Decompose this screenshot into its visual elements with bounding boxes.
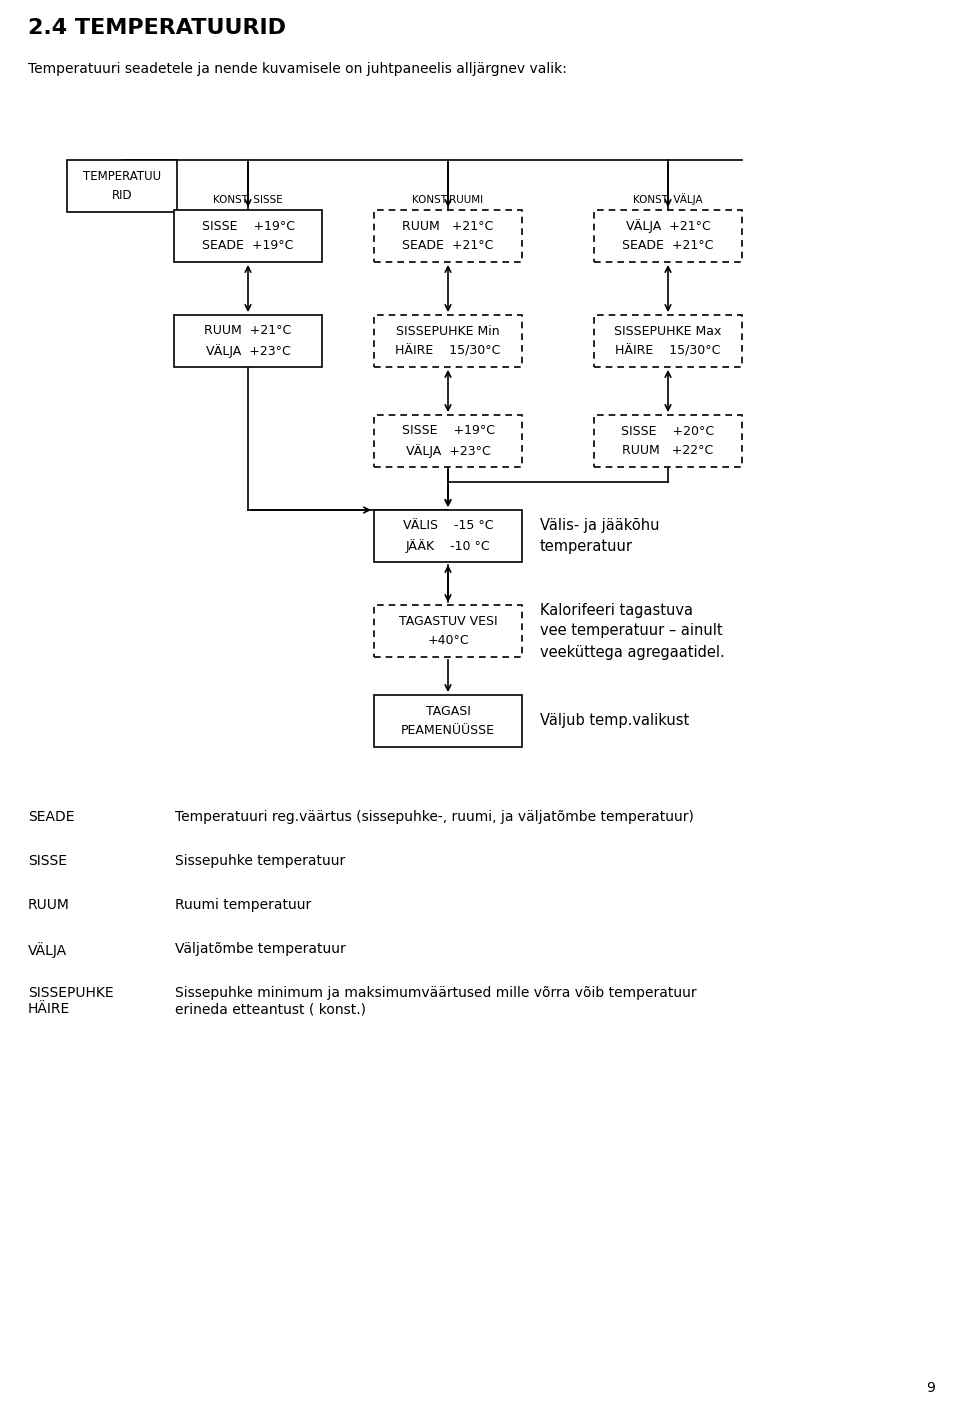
Bar	[374, 510, 522, 563]
Text: VÄLIS    -15 °C
JÄÄK    -10 °C: VÄLIS -15 °C JÄÄK -10 °C	[403, 519, 493, 553]
Text: SISSEPUHKE
HÄIRE: SISSEPUHKE HÄIRE	[28, 986, 113, 1016]
Text: Ruumi temperatuur: Ruumi temperatuur	[175, 898, 311, 913]
Bar	[374, 694, 522, 747]
Text: Väljub temp.valikust: Väljub temp.valikust	[540, 714, 689, 728]
Bar	[594, 415, 742, 468]
Bar	[67, 160, 177, 213]
Text: SISSE    +19°C
VÄLJA  +23°C: SISSE +19°C VÄLJA +23°C	[401, 424, 494, 458]
Text: RUUM  +21°C
VÄLJA  +23°C: RUUM +21°C VÄLJA +23°C	[204, 324, 292, 357]
Text: Väljatõmbe temperatuur: Väljatõmbe temperatuur	[175, 942, 346, 956]
Bar	[594, 210, 742, 262]
Text: VÄLJA  +21°C
SEADE  +21°C: VÄLJA +21°C SEADE +21°C	[622, 220, 713, 252]
Bar	[374, 605, 522, 657]
Text: KONST. VÄLJA: KONST. VÄLJA	[634, 193, 703, 205]
Text: SEADE: SEADE	[28, 811, 75, 825]
Text: Välis- ja jääkõhu
temperatuur: Välis- ja jääkõhu temperatuur	[540, 519, 660, 554]
Text: VÄLJA: VÄLJA	[28, 942, 67, 958]
Text: KONST.RUUMI: KONST.RUUMI	[413, 196, 484, 205]
Bar	[374, 315, 522, 367]
Bar	[174, 210, 322, 262]
Text: KONST. SISSE: KONST. SISSE	[213, 196, 283, 205]
Text: TEMPERATUU
RID: TEMPERATUU RID	[83, 170, 161, 203]
Text: RUUM: RUUM	[28, 898, 70, 913]
Text: SISSE: SISSE	[28, 854, 67, 869]
Text: SISSEPUHKE Max
HÄIRE    15/30°C: SISSEPUHKE Max HÄIRE 15/30°C	[614, 324, 722, 357]
Text: TAGASI
PEAMENÜÜSSE: TAGASI PEAMENÜÜSSE	[401, 706, 495, 737]
Text: 9: 9	[926, 1382, 935, 1394]
Text: 2.4 TEMPERATUURID: 2.4 TEMPERATUURID	[28, 18, 286, 38]
Text: Temperatuuri seadetele ja nende kuvamisele on juhtpaneelis alljärgnev valik:: Temperatuuri seadetele ja nende kuvamise…	[28, 62, 566, 77]
Text: SISSEPUHKE Min
HÄIRE    15/30°C: SISSEPUHKE Min HÄIRE 15/30°C	[396, 324, 501, 357]
Text: Kalorifeeri tagastuva
vee temperatuur – ainult
veeküttega agregaatidel.: Kalorifeeri tagastuva vee temperatuur – …	[540, 602, 725, 659]
Bar	[374, 415, 522, 468]
Text: Temperatuuri reg.väärtus (sissepuhke-, ruumi, ja väljatõmbe temperatuur): Temperatuuri reg.väärtus (sissepuhke-, r…	[175, 811, 694, 825]
Text: SISSE    +20°C
RUUM   +22°C: SISSE +20°C RUUM +22°C	[621, 425, 714, 458]
Bar	[374, 210, 522, 262]
Bar	[594, 315, 742, 367]
Text: SISSE    +19°C
SEADE  +19°C: SISSE +19°C SEADE +19°C	[202, 220, 295, 252]
Text: Sissepuhke minimum ja maksimumväärtused mille võrra võib temperatuur
erineda ett: Sissepuhke minimum ja maksimumväärtused …	[175, 986, 697, 1016]
Text: TAGASTUV VESI
+40°C: TAGASTUV VESI +40°C	[398, 615, 497, 648]
Text: Sissepuhke temperatuur: Sissepuhke temperatuur	[175, 854, 346, 869]
Text: RUUM   +21°C
SEADE  +21°C: RUUM +21°C SEADE +21°C	[402, 220, 493, 252]
Bar	[174, 315, 322, 367]
